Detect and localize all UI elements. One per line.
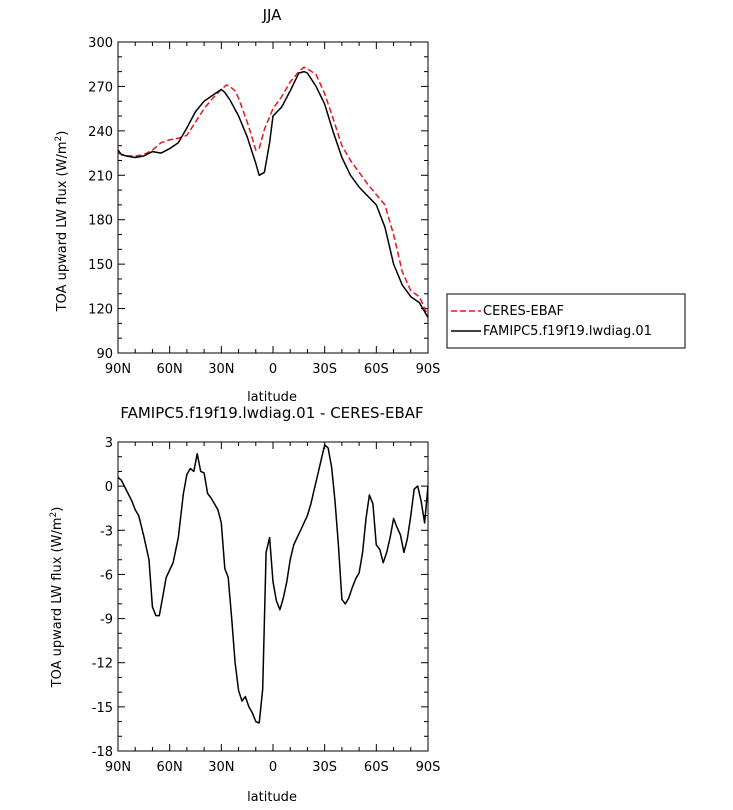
top-axis-ticks: 90N 60N 30N 0 30S 60S 90S 90 120 150 180 210 240 270 3… (88, 36, 440, 377)
top-y-tick-label: 90 (96, 347, 113, 362)
top-x-tick-label: 60N (157, 362, 183, 377)
bottom-x-tick-label: 30S (312, 760, 337, 775)
top-x-tick-label: 60S (364, 362, 389, 377)
legend-entry-famipc5: FAMIPC5.f19f19.lwdiag.01 (483, 324, 652, 339)
top-x-axis-label: latitude (247, 390, 297, 405)
top-y-tick-label: 270 (88, 80, 113, 95)
top-x-tick-label: 30S (312, 362, 337, 377)
top-x-tick-label: 0 (269, 362, 277, 377)
bottom-axis-ticks: 90N 60N 30N 0 30S 60S 90S -18 -15 -12 -9 -6 -3 0 3 (92, 436, 441, 775)
bottom-y-axis-label-sup: 2 (49, 512, 59, 518)
bottom-x-tick-label: 0 (269, 760, 277, 775)
bottom-x-tick-label: 60S (364, 760, 389, 775)
top-y-axis-label: TOA upward LW flux (W/m2) (54, 131, 70, 313)
bottom-y-tick-label: 0 (105, 480, 113, 495)
top-series-line-1 (117, 70, 429, 318)
bottom-y-tick-label: -3 (100, 524, 113, 539)
bottom-y-axis-label: TOA upward LW flux (W/m2) (49, 507, 65, 689)
top-x-tick-label: 90N (105, 362, 131, 377)
top-chart-title: JJA (262, 6, 283, 24)
top-y-tick-label: 210 (88, 169, 113, 184)
top-panel-mean-flux: JJA latitude TOA upward LW flux (W/m2) 9… (54, 6, 686, 405)
top-series-line-0 (117, 66, 429, 317)
legend-box (446, 293, 686, 349)
bottom-x-tick-label: 30N (208, 760, 234, 775)
top-plot-frame (117, 41, 429, 354)
top-x-tick-label: 30N (208, 362, 234, 377)
bottom-x-axis-label: latitude (247, 790, 297, 805)
bottom-x-tick-label: 60N (157, 760, 183, 775)
bottom-x-tick-label: 90N (105, 760, 131, 775)
bottom-y-tick-label: -15 (92, 701, 113, 716)
top-x-tick-label: 90S (416, 362, 441, 377)
bottom-y-tick-label: -12 (92, 657, 113, 672)
bottom-series-layer (117, 444, 429, 724)
bottom-x-tick-label: 90S (416, 760, 441, 775)
top-y-axis-label-base: TOA upward LW flux (W/m (55, 141, 70, 312)
bottom-y-tick-label: -9 (100, 613, 113, 628)
bottom-y-tick-label: -6 (100, 568, 113, 583)
bottom-plot-frame (117, 441, 429, 752)
top-y-tick-label: 300 (88, 36, 113, 51)
bottom-chart-title: FAMIPC5.f19f19.lwdiag.01 - CERES-EBAF (120, 404, 423, 422)
top-y-tick-label: 240 (88, 125, 113, 140)
top-y-tick-label: 180 (88, 214, 113, 229)
bottom-y-tick-label: 3 (105, 436, 113, 451)
legend-entry-ceres: CERES-EBAF (483, 304, 564, 319)
bottom-series-line-0 (117, 444, 429, 724)
top-y-axis-label-sup: 2 (54, 136, 64, 142)
top-y-tick-label: 120 (88, 303, 113, 318)
top-series-layer (117, 66, 429, 318)
bottom-y-axis-label-base: TOA upward LW flux (W/m (50, 517, 65, 688)
top-y-axis-label-close: ) (55, 131, 70, 136)
legend: CERES-EBAF FAMIPC5.f19f19.lwdiag.01 (446, 293, 686, 349)
bottom-panel-difference: FAMIPC5.f19f19.lwdiag.01 - CERES-EBAF la… (49, 404, 440, 805)
bottom-y-tick-label: -18 (92, 745, 113, 760)
top-y-tick-label: 150 (88, 258, 113, 273)
bottom-y-axis-label-close: ) (50, 507, 65, 512)
